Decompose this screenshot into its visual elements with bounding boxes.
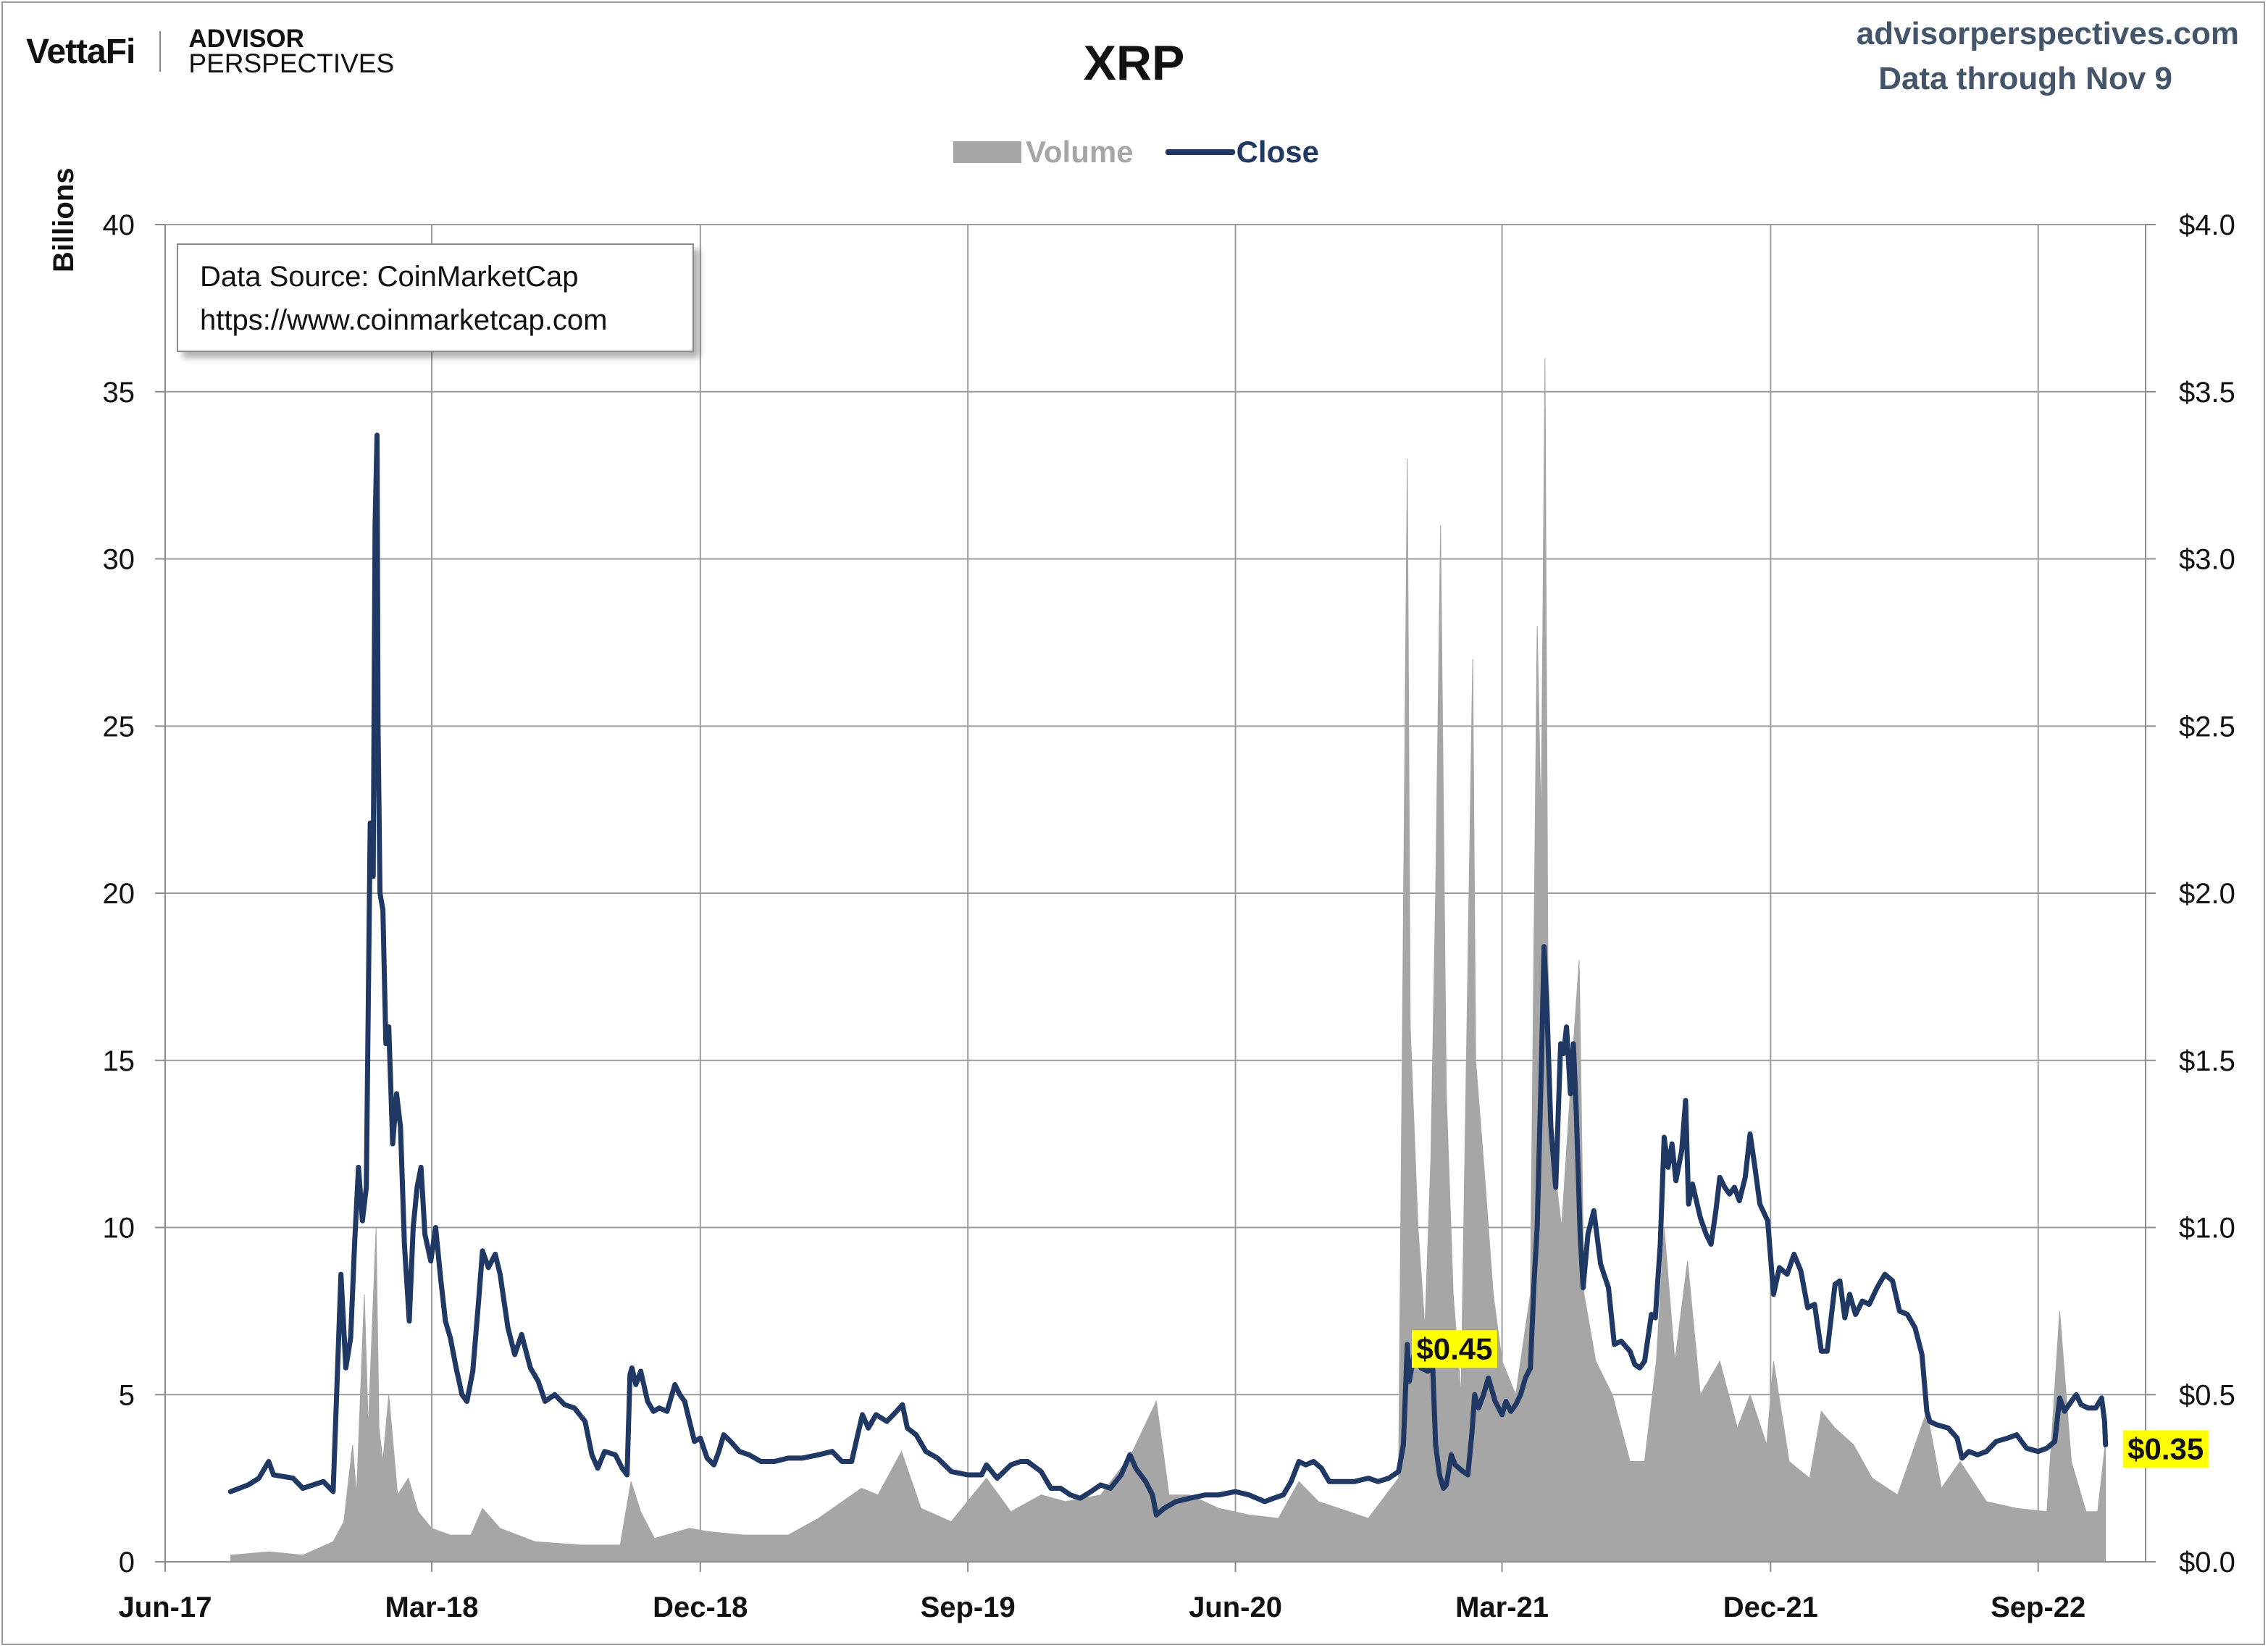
y2-tick-label: $4.0 xyxy=(2179,209,2235,241)
brand-logo[interactable]: VettaFi ADVISOR PERSPECTIVES xyxy=(26,26,394,77)
gridlines xyxy=(164,224,2146,1563)
y-tick-label: 20 xyxy=(103,878,135,910)
logo-divider xyxy=(159,31,162,72)
y-tick-label: 25 xyxy=(103,711,135,743)
wordmark-perspectives: PERSPECTIVES xyxy=(188,49,395,78)
y-tick-label: 15 xyxy=(103,1045,135,1077)
callout-highlight xyxy=(1411,1330,1497,1368)
y-tick-label: 10 xyxy=(103,1213,135,1245)
site-url[interactable]: advisorperspectives.com xyxy=(1856,16,2239,51)
legend-volume-label: Volume xyxy=(1026,135,1134,169)
advisor-perspectives-wordmark: ADVISOR PERSPECTIVES xyxy=(188,25,395,78)
price-callout: $0.35 xyxy=(2122,1430,2209,1468)
legend-close-label: Close xyxy=(1236,135,1319,169)
data-source-line: Data Source: CoinMarketCap xyxy=(200,261,579,293)
price-callout: $0.45 xyxy=(1411,1330,1497,1368)
y2-tick-label: $2.0 xyxy=(2179,878,2235,910)
volume-series xyxy=(230,358,2106,1563)
annotations: $0.45 $0.35 xyxy=(1411,1330,2209,1468)
x-tick-label: Sep-22 xyxy=(1991,1591,2085,1623)
legend-close-swatch xyxy=(1165,149,1235,155)
y2-tick-label: $1.0 xyxy=(2179,1213,2235,1245)
volume-area xyxy=(230,358,2106,1563)
y-tick-label: 40 xyxy=(103,209,135,241)
x-tick-label: Sep-19 xyxy=(921,1591,1016,1623)
x-tick-label: Dec-18 xyxy=(653,1591,748,1623)
tick-labels: 0 $0.0 5 $0.5 10 $1.0 15 $1.5 20 $2.0 25 $2.5 30 $3.0… xyxy=(103,209,2235,1623)
chart-title: XRP xyxy=(1083,35,1185,91)
data-through-label: Data through Nov 9 xyxy=(1878,61,2172,96)
x-tick-label: Mar-18 xyxy=(385,1591,479,1623)
x-tick-label: Jun-20 xyxy=(1189,1591,1282,1623)
callout-label: $0.35 xyxy=(2127,1431,2204,1465)
y2-tick-label: $0.5 xyxy=(2179,1379,2235,1411)
y-tick-label: 5 xyxy=(119,1379,135,1411)
close-line xyxy=(227,432,2109,1518)
data-source-url[interactable]: https://www.coinmarketcap.com xyxy=(200,304,608,336)
x-tick-label: Jun-17 xyxy=(119,1591,212,1623)
y2-tick-label: $3.0 xyxy=(2179,544,2235,576)
y-tick-label: 30 xyxy=(103,544,135,576)
y-tick-label: 0 xyxy=(119,1547,135,1578)
y2-tick-label: $2.5 xyxy=(2179,711,2235,743)
legend-volume-swatch xyxy=(953,141,1021,163)
close-series xyxy=(227,432,2109,1518)
x-tick-label: Dec-21 xyxy=(1723,1591,1818,1623)
callout-label: $0.45 xyxy=(1416,1331,1492,1365)
axes xyxy=(155,224,2156,1572)
y2-tick-label: $1.5 xyxy=(2179,1045,2235,1077)
x-tick-label: Mar-21 xyxy=(1455,1591,1549,1623)
y-tick-label: 35 xyxy=(103,377,135,409)
y2-tick-label: $0.0 xyxy=(2179,1547,2235,1578)
y2-tick-label: $3.5 xyxy=(2179,377,2235,409)
data-source-box: Data Source: CoinMarketCap https://www.c… xyxy=(177,243,694,352)
chart-legend: Volume Close xyxy=(953,135,1319,170)
wordmark-advisor: ADVISOR xyxy=(188,25,304,53)
callout-highlight xyxy=(2122,1430,2209,1468)
vettafi-wordmark: VettaFi xyxy=(26,32,135,71)
